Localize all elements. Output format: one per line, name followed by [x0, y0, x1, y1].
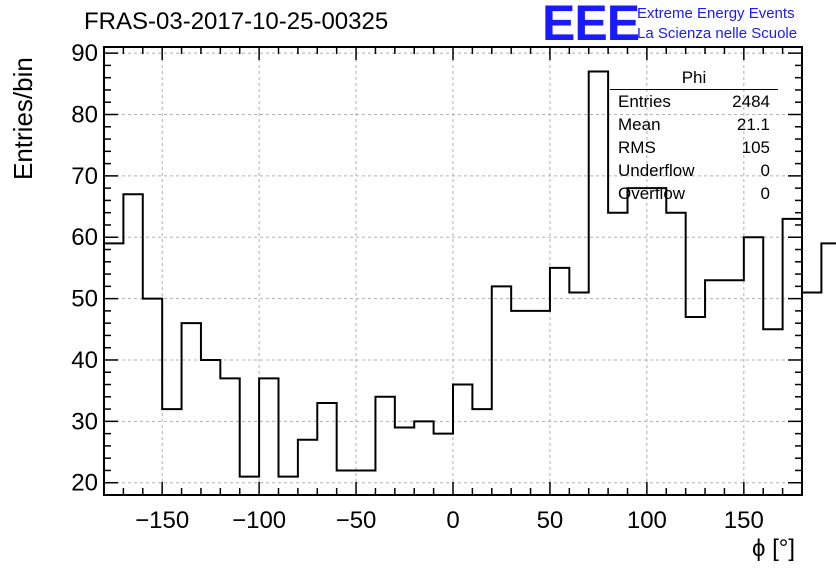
y-tick-label: 60: [71, 224, 98, 251]
y-tick-label: 70: [71, 163, 98, 190]
y-tick-label: 90: [71, 40, 98, 67]
axis-ticks: [103, 47, 803, 495]
stats-key: Entries: [618, 92, 671, 111]
x-tick-label: 100: [627, 507, 667, 534]
x-tick-label: 150: [724, 507, 764, 534]
stats-key: Underflow: [618, 161, 695, 180]
stats-box: Phi Entries 2484 Mean 21.1 RMS 105 Under…: [610, 68, 778, 205]
x-axis-label: ϕ [°]: [752, 535, 796, 562]
x-tick-label: −150: [135, 507, 189, 534]
logo-caption: Extreme Energy Events La Scienza nelle S…: [637, 4, 797, 44]
eee-logo: EEE: [542, 0, 640, 51]
chart-title: FRAS-03-2017-10-25-00325: [84, 8, 389, 35]
stats-name: Phi: [610, 68, 778, 90]
stats-value: 0: [760, 161, 770, 180]
x-tick-label: −100: [232, 507, 286, 534]
y-tick-label: 40: [71, 347, 98, 374]
x-tick-label: 0: [446, 507, 459, 534]
stats-key: Overflow: [618, 184, 686, 203]
stats-key: RMS: [618, 138, 656, 157]
y-axis-label: Entries/bin: [8, 57, 38, 180]
tick-labels: −150 −100 −50 0 50 100 150 20 30 40 50 60 70 80 90: [71, 40, 764, 534]
stats-value: 2484: [732, 92, 770, 111]
stats-row-mean: Mean 21.1: [610, 113, 778, 136]
y-tick-label: 50: [71, 286, 98, 313]
stats-value: 21.1: [736, 115, 770, 134]
stats-row-underflow: Underflow 0: [610, 159, 778, 182]
logo-line-2: La Scienza nelle Scuole: [637, 25, 798, 42]
stats-value: 105: [741, 138, 770, 157]
y-tick-label: 20: [71, 470, 98, 497]
stats-value: 0: [760, 184, 770, 203]
histogram-series: [104, 70, 836, 478]
x-tick-label: 50: [537, 507, 564, 534]
logo-line-1: Extreme Energy Events: [637, 5, 795, 22]
stats-row-entries: Entries 2484: [610, 90, 778, 113]
x-tick-label: −50: [336, 507, 377, 534]
y-tick-label: 30: [71, 408, 98, 435]
stats-row-rms: RMS 105: [610, 136, 778, 159]
y-tick-label: 80: [71, 102, 98, 129]
stats-row-overflow: Overflow 0: [610, 182, 778, 205]
stats-key: Mean: [618, 115, 661, 134]
